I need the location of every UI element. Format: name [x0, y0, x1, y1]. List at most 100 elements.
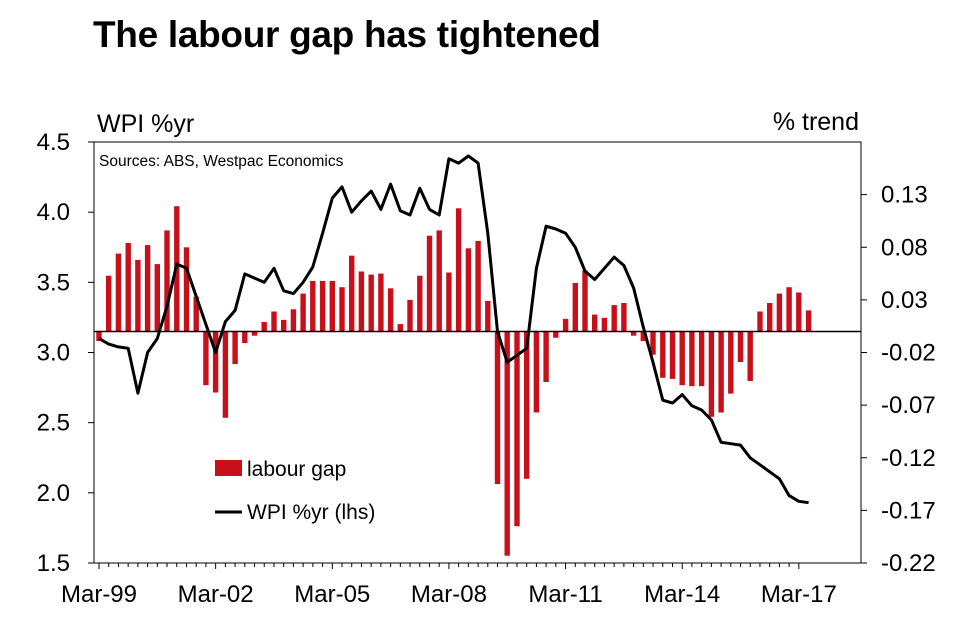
labour-gap-bar: [261, 322, 267, 332]
source-note: Sources: ABS, Westpac Economics: [99, 153, 344, 170]
labour-gap-bar: [601, 317, 608, 332]
x-axis: Mar-99 Mar-02 Mar-05 Mar-08 Mar-11 Mar-14 Mar-…: [61, 563, 837, 608]
labour-gap-bar: [689, 331, 695, 387]
labour-gap-bar: [319, 280, 326, 332]
labour-gap-bar: [465, 248, 472, 332]
legend-bar-label: labour gap: [247, 458, 346, 481]
labour-gap-bar: [737, 331, 744, 362]
labour-gap-bar: [485, 300, 491, 332]
x-axis-tick-label: Mar-14: [644, 581, 720, 608]
labour-gap-bar: [164, 230, 170, 332]
labour-gap-bar: [504, 331, 510, 556]
labour-gap-bar: [154, 264, 160, 332]
left-axis-tick-label: 3.0: [37, 340, 70, 367]
labour-gap-bar: [455, 208, 462, 332]
labour-gap-bar: [679, 331, 685, 386]
labour-gap-bar: [115, 253, 122, 332]
labour-gap-bar: [524, 331, 530, 479]
legend-bar-swatch: [215, 460, 242, 476]
left-axis-tick-label: 1.5: [37, 550, 70, 577]
labour-gap-bar: [718, 331, 724, 413]
bar-series: [96, 206, 812, 556]
labour-gap-bar: [358, 271, 365, 332]
labour-gap-bar: [426, 235, 433, 332]
right-axis-tick-label: 0.08: [881, 234, 928, 261]
labour-gap-bar: [349, 255, 355, 332]
right-axis-tick-label: -0.12: [881, 445, 936, 472]
left-axis-tick-label: 2.5: [37, 410, 70, 437]
x-axis-tick-label: Mar-05: [294, 581, 370, 608]
labour-gap-bar: [796, 292, 802, 332]
labour-gap-bar: [339, 287, 345, 332]
labour-gap-bar: [378, 273, 384, 332]
labour-gap-bar: [650, 331, 656, 355]
labour-gap-bar: [728, 331, 734, 394]
labour-gap-bar: [183, 247, 190, 332]
left-axis-tick-label: 4.0: [37, 199, 70, 226]
labour-gap-bar: [144, 245, 151, 332]
labour-gap-bar: [242, 331, 248, 344]
right-axis-tick-label: -0.07: [881, 392, 936, 419]
right-axis-tick-label: -0.22: [881, 550, 936, 577]
labour-gap-bar: [572, 283, 578, 332]
labour-gap-bar: [300, 293, 306, 332]
labour-gap-bar: [417, 275, 423, 332]
labour-gap-bar: [698, 331, 705, 387]
labour-gap-bar: [660, 331, 666, 378]
labour-gap-bar: [640, 331, 646, 341]
labour-gap-bar: [592, 314, 598, 332]
labour-gap-bar: [407, 299, 413, 332]
right-axis-tick-label: -0.02: [881, 340, 936, 367]
x-axis-tick-label: Mar-08: [411, 581, 487, 608]
labour-gap-bar: [106, 275, 112, 332]
labour-gap-bar: [533, 331, 540, 413]
labour-gap-bar: [310, 280, 316, 332]
labour-gap-bar: [630, 331, 637, 336]
labour-gap-bar: [708, 331, 715, 417]
x-axis-tick-label: Mar-17: [761, 581, 837, 608]
labour-gap-bar: [669, 331, 676, 379]
right-axis-tick-label: 0.03: [881, 287, 928, 314]
labour-gap-bar: [757, 311, 763, 332]
labour-gap-bar: [368, 274, 374, 332]
labour-gap-bar: [562, 318, 569, 332]
labour-gap-bar: [232, 331, 238, 365]
right-axis: 0.13 0.08 0.03 -0.02 -0.07 -0.12 -0.17 -0.22: [861, 182, 936, 577]
x-axis-tick-label: Mar-11: [528, 581, 602, 608]
legend-line-label: WPI %yr (lhs): [247, 501, 375, 524]
labour-gap-bar: [397, 324, 403, 332]
labour-gap-bar: [805, 310, 812, 332]
labour-gap-bar: [776, 293, 783, 332]
labour-gap-bar: [251, 331, 258, 336]
right-axis-tick-label: -0.17: [881, 497, 936, 524]
labour-gap-bar: [436, 230, 442, 332]
labour-gap-bar: [387, 288, 394, 332]
left-axis-tick-label: 2.0: [37, 480, 70, 507]
labour-gap-bar: [446, 272, 452, 332]
plot-frame: [93, 141, 862, 564]
labour-gap-bar: [271, 311, 277, 332]
labour-gap-bar: [135, 259, 141, 332]
labour-gap-bar: [543, 331, 549, 382]
labour-gap-bar: [582, 270, 588, 332]
labour-gap-bar: [125, 243, 131, 332]
labour-gap-bar: [767, 303, 773, 332]
labour-gap-bar: [611, 305, 617, 332]
left-axis: 4.5 4.0 3.5 3.0 2.5 2.0 1.5: [37, 129, 94, 577]
labour-gap-bar: [747, 331, 753, 381]
left-axis-label: WPI %yr: [97, 110, 195, 138]
labour-gap-bar: [621, 303, 627, 332]
right-axis-label: % trend: [772, 108, 859, 136]
labour-gap-bar: [786, 287, 792, 332]
right-axis-tick-label: 0.13: [881, 182, 928, 209]
labour-gap-bar: [475, 240, 481, 332]
labour-gap-bar: [212, 331, 219, 393]
legend: labour gap WPI %yr (lhs): [215, 458, 375, 524]
labour-gap-bar: [290, 309, 297, 332]
labour-gap-bar: [329, 280, 335, 332]
x-axis-tick-label: Mar-02: [178, 581, 254, 608]
labour-gap-bar: [281, 319, 287, 332]
labour-gap-bar: [494, 331, 501, 485]
labour-gap-bar: [193, 296, 199, 332]
left-axis-tick-label: 4.5: [37, 129, 70, 156]
